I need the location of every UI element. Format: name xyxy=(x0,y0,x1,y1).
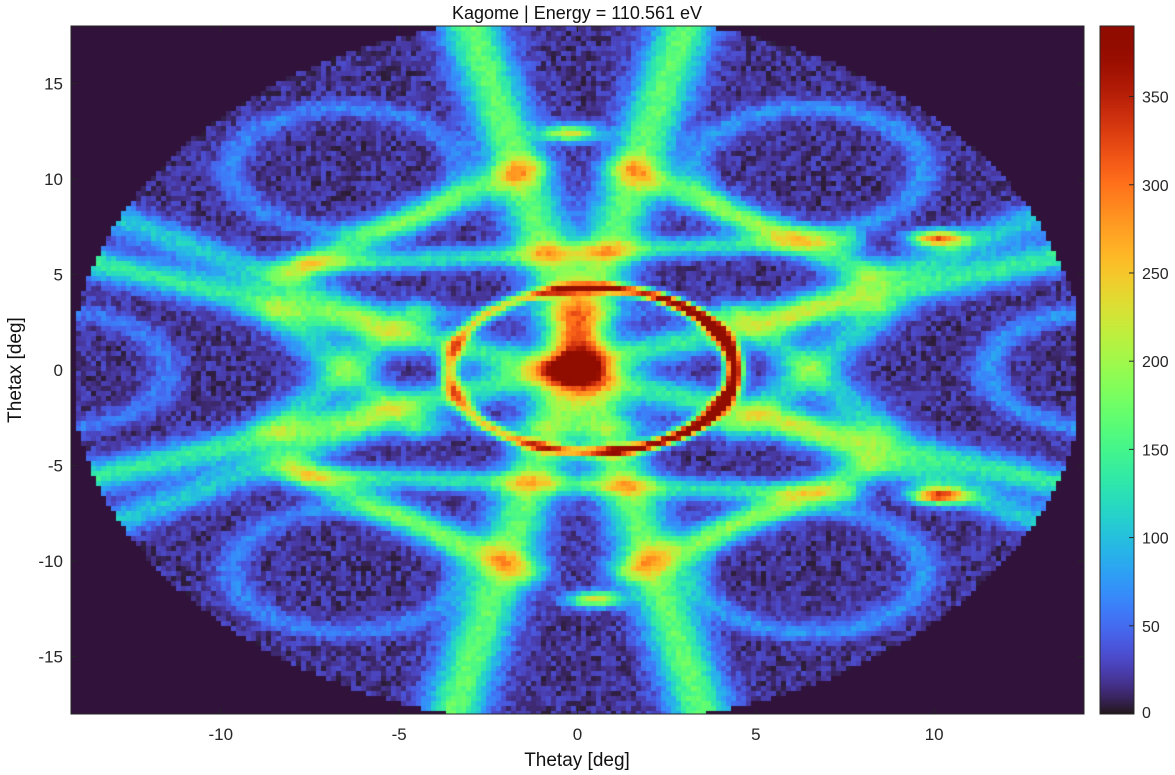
x-axis-ticks: -10 -5 0 5 10 xyxy=(209,26,944,744)
colorbar-frame xyxy=(1099,25,1135,715)
colorbar-tick-label: 100 xyxy=(1142,531,1169,548)
chart-title: Kagome | Energy = 110.561 eV xyxy=(452,3,702,23)
colorbar-tick-label: 0 xyxy=(1142,705,1151,722)
heatmap-image xyxy=(71,26,1084,714)
x-tick-label: 10 xyxy=(925,725,944,744)
colorbar-tick-label: 250 xyxy=(1142,266,1169,283)
colorbar-tick-label: 300 xyxy=(1142,178,1169,195)
y-tick-label: -5 xyxy=(48,457,63,476)
x-tick-label: 5 xyxy=(751,725,760,744)
plot-frame xyxy=(70,25,1085,715)
x-tick-label: -10 xyxy=(209,725,234,744)
y-axis-label: Thetax [deg] xyxy=(5,317,26,423)
y-tick-label: -15 xyxy=(38,648,63,667)
y-tick-label: -10 xyxy=(38,552,63,571)
x-tick-label: 0 xyxy=(573,725,582,744)
y-tick-label: 15 xyxy=(44,74,63,93)
y-axis-ticks: 15 10 5 0 -5 -10 -15 xyxy=(38,74,1084,667)
y-tick-label: 5 xyxy=(54,265,63,284)
colorbar-tick-label: 150 xyxy=(1142,442,1169,459)
colorbar-tick-label: 350 xyxy=(1142,90,1169,107)
y-tick-label: 10 xyxy=(44,170,63,189)
x-axis-label: Thetay [deg] xyxy=(524,750,630,771)
x-tick-label: -5 xyxy=(392,725,407,744)
y-tick-label: 0 xyxy=(54,361,63,380)
colorbar-ticks: 0 50 100 150 200 250 300 350 xyxy=(1129,90,1169,722)
colorbar-tick-label: 50 xyxy=(1142,619,1160,636)
colorbar-gradient xyxy=(1100,26,1134,714)
colorbar-tick-label: 200 xyxy=(1142,354,1169,371)
